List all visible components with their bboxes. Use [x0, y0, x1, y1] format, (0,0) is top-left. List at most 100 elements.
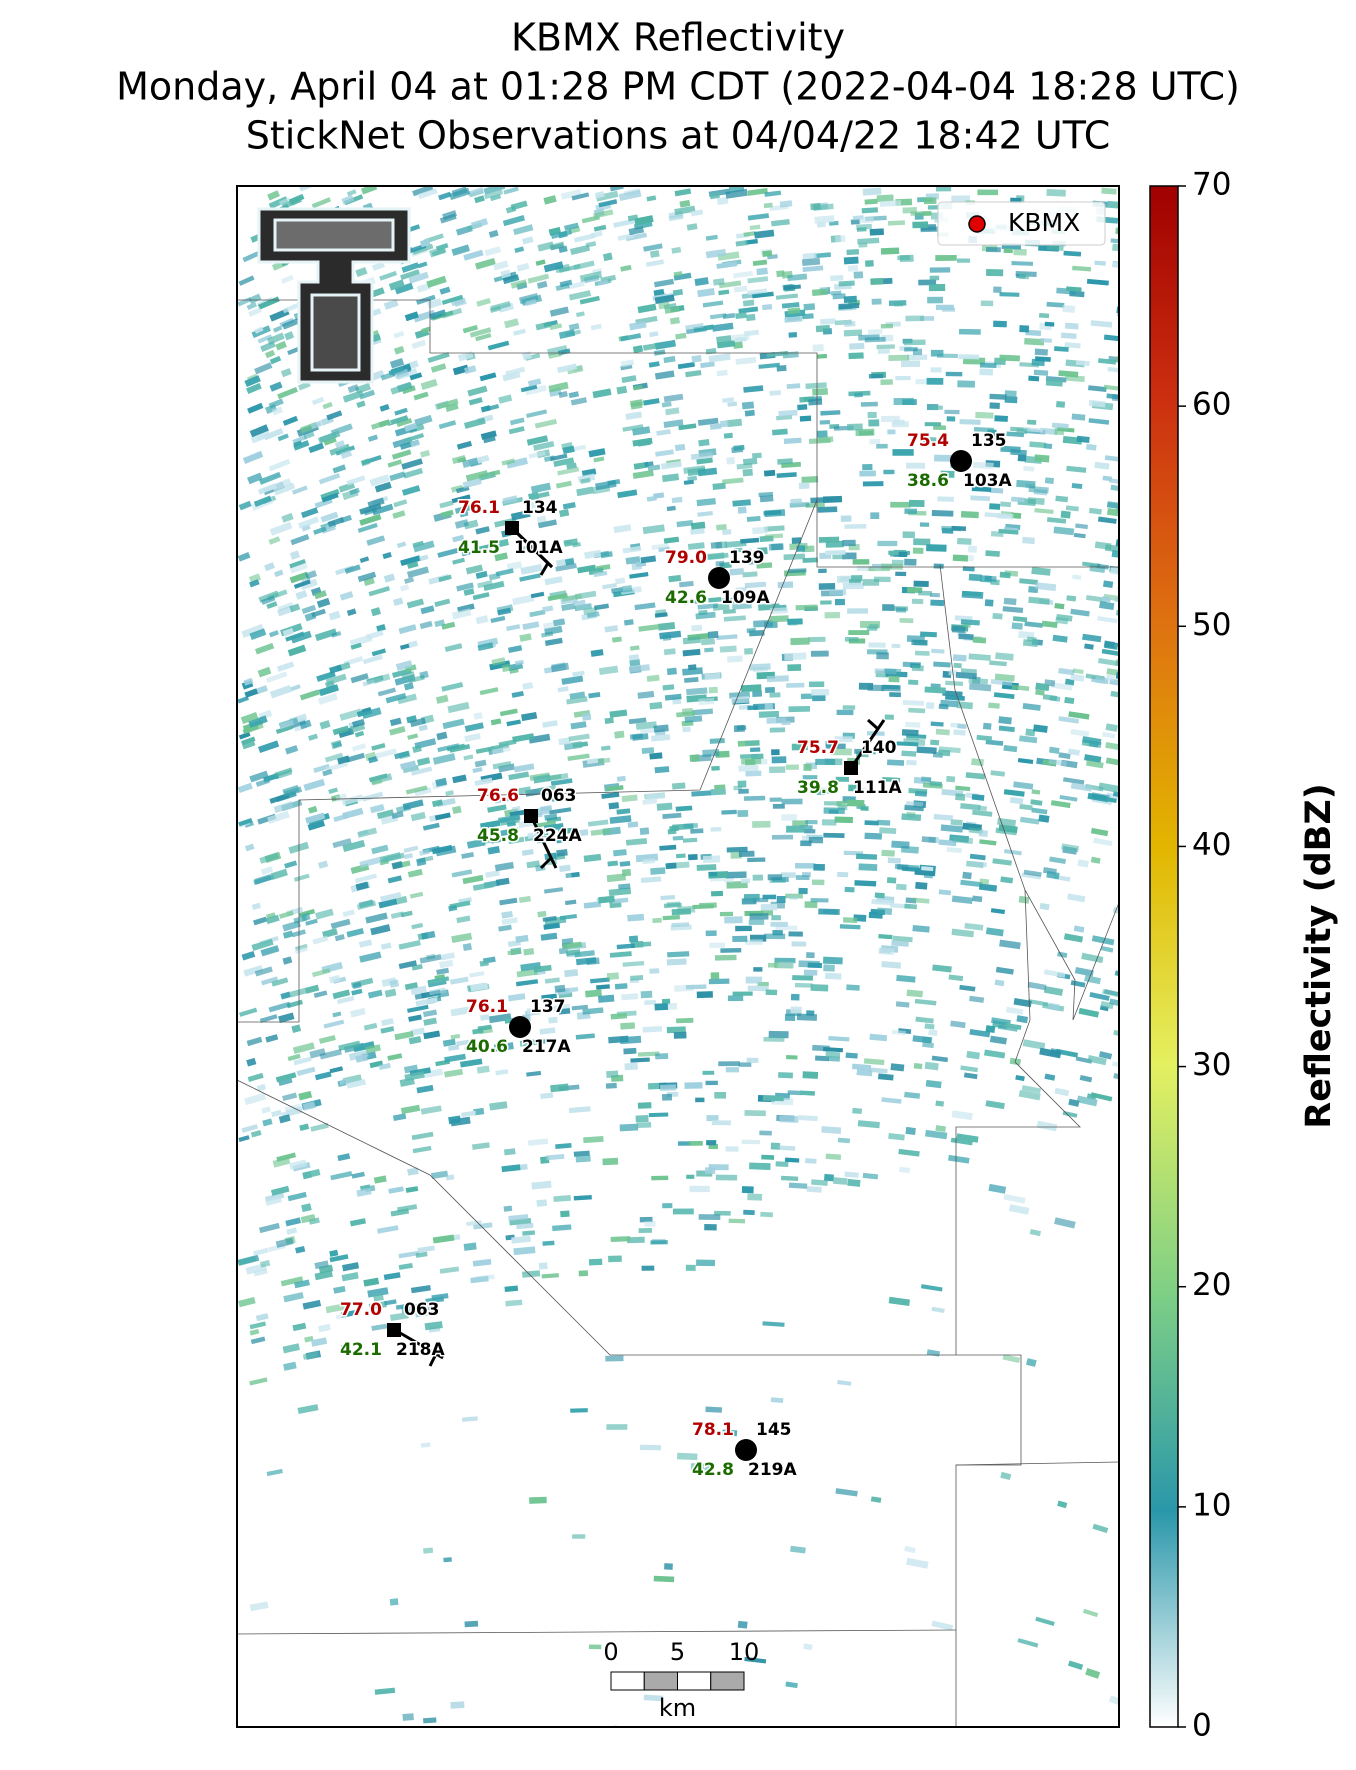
radar-gate: [548, 351, 562, 359]
radar-gate: [257, 666, 272, 678]
radar-gate: [776, 472, 797, 478]
radar-gate: [470, 218, 489, 229]
radar-gate: [762, 303, 773, 311]
radar-gate: [487, 804, 507, 813]
radar-gate: [280, 368, 292, 378]
radar-gate: [315, 908, 334, 920]
radar-gate: [1098, 782, 1119, 793]
radar-gate: [1022, 536, 1035, 545]
radar-gate: [254, 326, 264, 334]
radar-gate: [508, 836, 525, 845]
radar-gate: [389, 726, 406, 736]
radar-gate: [1013, 997, 1032, 1008]
radar-gate: [752, 820, 771, 828]
station-marker: [509, 1016, 531, 1038]
radar-gate: [705, 930, 717, 937]
station-marker: [844, 761, 858, 775]
radar-gate: [865, 260, 874, 267]
radar-gate: [929, 275, 940, 281]
radar-gate: [870, 512, 880, 520]
radar-gate: [445, 790, 454, 797]
radar-gate: [804, 1158, 817, 1164]
radar-gate: [860, 401, 878, 407]
radar-gate: [928, 284, 946, 292]
station-marker: [735, 1439, 757, 1461]
radar-gate: [842, 705, 856, 710]
radar-gate: [1112, 791, 1119, 799]
radar-gate: [716, 340, 736, 349]
radar-gate: [890, 1063, 905, 1072]
station-id: 217A: [522, 1037, 571, 1057]
radar-gate: [787, 568, 807, 574]
radar-gate: [1115, 671, 1119, 680]
radar-gate: [786, 383, 801, 390]
radar-gate: [540, 932, 558, 941]
radar-gate: [400, 269, 420, 281]
radar-gate: [242, 724, 259, 734]
radar-gate: [835, 776, 849, 782]
radar-gate: [590, 828, 611, 836]
radar-gate: [1064, 322, 1079, 330]
radar-gate: [1087, 1054, 1107, 1066]
radar-gate: [744, 409, 755, 417]
radar-gate: [702, 855, 721, 863]
radar-gate: [249, 579, 260, 588]
radar-gate: [901, 750, 917, 757]
radar-gate: [950, 819, 963, 826]
radar-gate: [1035, 582, 1057, 592]
radar-gate: [565, 871, 580, 879]
radar-gate: [499, 708, 518, 717]
radar-gate: [548, 381, 569, 393]
radar-gate: [566, 281, 585, 290]
radar-gate: [653, 349, 666, 356]
radar-gate: [843, 256, 859, 265]
radar-gate: [999, 939, 1021, 950]
radar-gate: [682, 667, 703, 676]
radar-gate: [389, 471, 406, 482]
radar-gate: [859, 216, 874, 224]
radar-gate: [957, 380, 976, 388]
radar-gate: [1033, 369, 1049, 376]
radar-gate: [407, 733, 419, 740]
radar-gate: [952, 836, 974, 845]
radar-gate: [797, 1115, 818, 1122]
radar-gate: [349, 487, 360, 496]
radar-gate: [952, 554, 969, 562]
radar-gate: [251, 902, 262, 911]
radar-gate: [824, 972, 842, 980]
radar-gate: [752, 874, 764, 881]
radar-gate: [998, 528, 1019, 535]
radar-gate: [429, 309, 447, 320]
radar-gate: [461, 1110, 476, 1117]
radar-gate: [807, 962, 823, 969]
radar-gate: [357, 827, 378, 838]
radar-gate: [691, 624, 703, 632]
radar-field: [237, 186, 1119, 1727]
radar-gate: [908, 679, 919, 685]
radar-gate: [742, 457, 758, 466]
radar-gate: [419, 620, 433, 630]
radar-gate: [858, 682, 874, 690]
radar-gate: [769, 727, 786, 733]
radar-gate: [636, 941, 652, 948]
radar-gate: [403, 682, 414, 691]
radar-gate: [878, 947, 895, 956]
radar-gate: [819, 419, 831, 425]
radar-gate: [441, 294, 464, 305]
radar-gate: [784, 652, 807, 661]
radar-gate: [643, 1694, 664, 1702]
radar-gate: [301, 604, 317, 615]
radar-gate: [527, 831, 539, 839]
radar-gate: [901, 729, 919, 737]
title-line: Monday, April 04 at 01:28 PM CDT (2022-0…: [116, 65, 1240, 109]
radar-gate: [1043, 969, 1066, 978]
radar-gate: [513, 224, 534, 236]
radar-gate: [568, 1106, 591, 1114]
radar-gate: [463, 417, 486, 429]
radar-gate: [758, 710, 780, 718]
radar-gate: [925, 1079, 942, 1089]
radar-gate: [781, 814, 797, 821]
radar-gate: [568, 290, 592, 301]
radar-gate: [738, 306, 759, 314]
radar-gate: [854, 787, 867, 794]
